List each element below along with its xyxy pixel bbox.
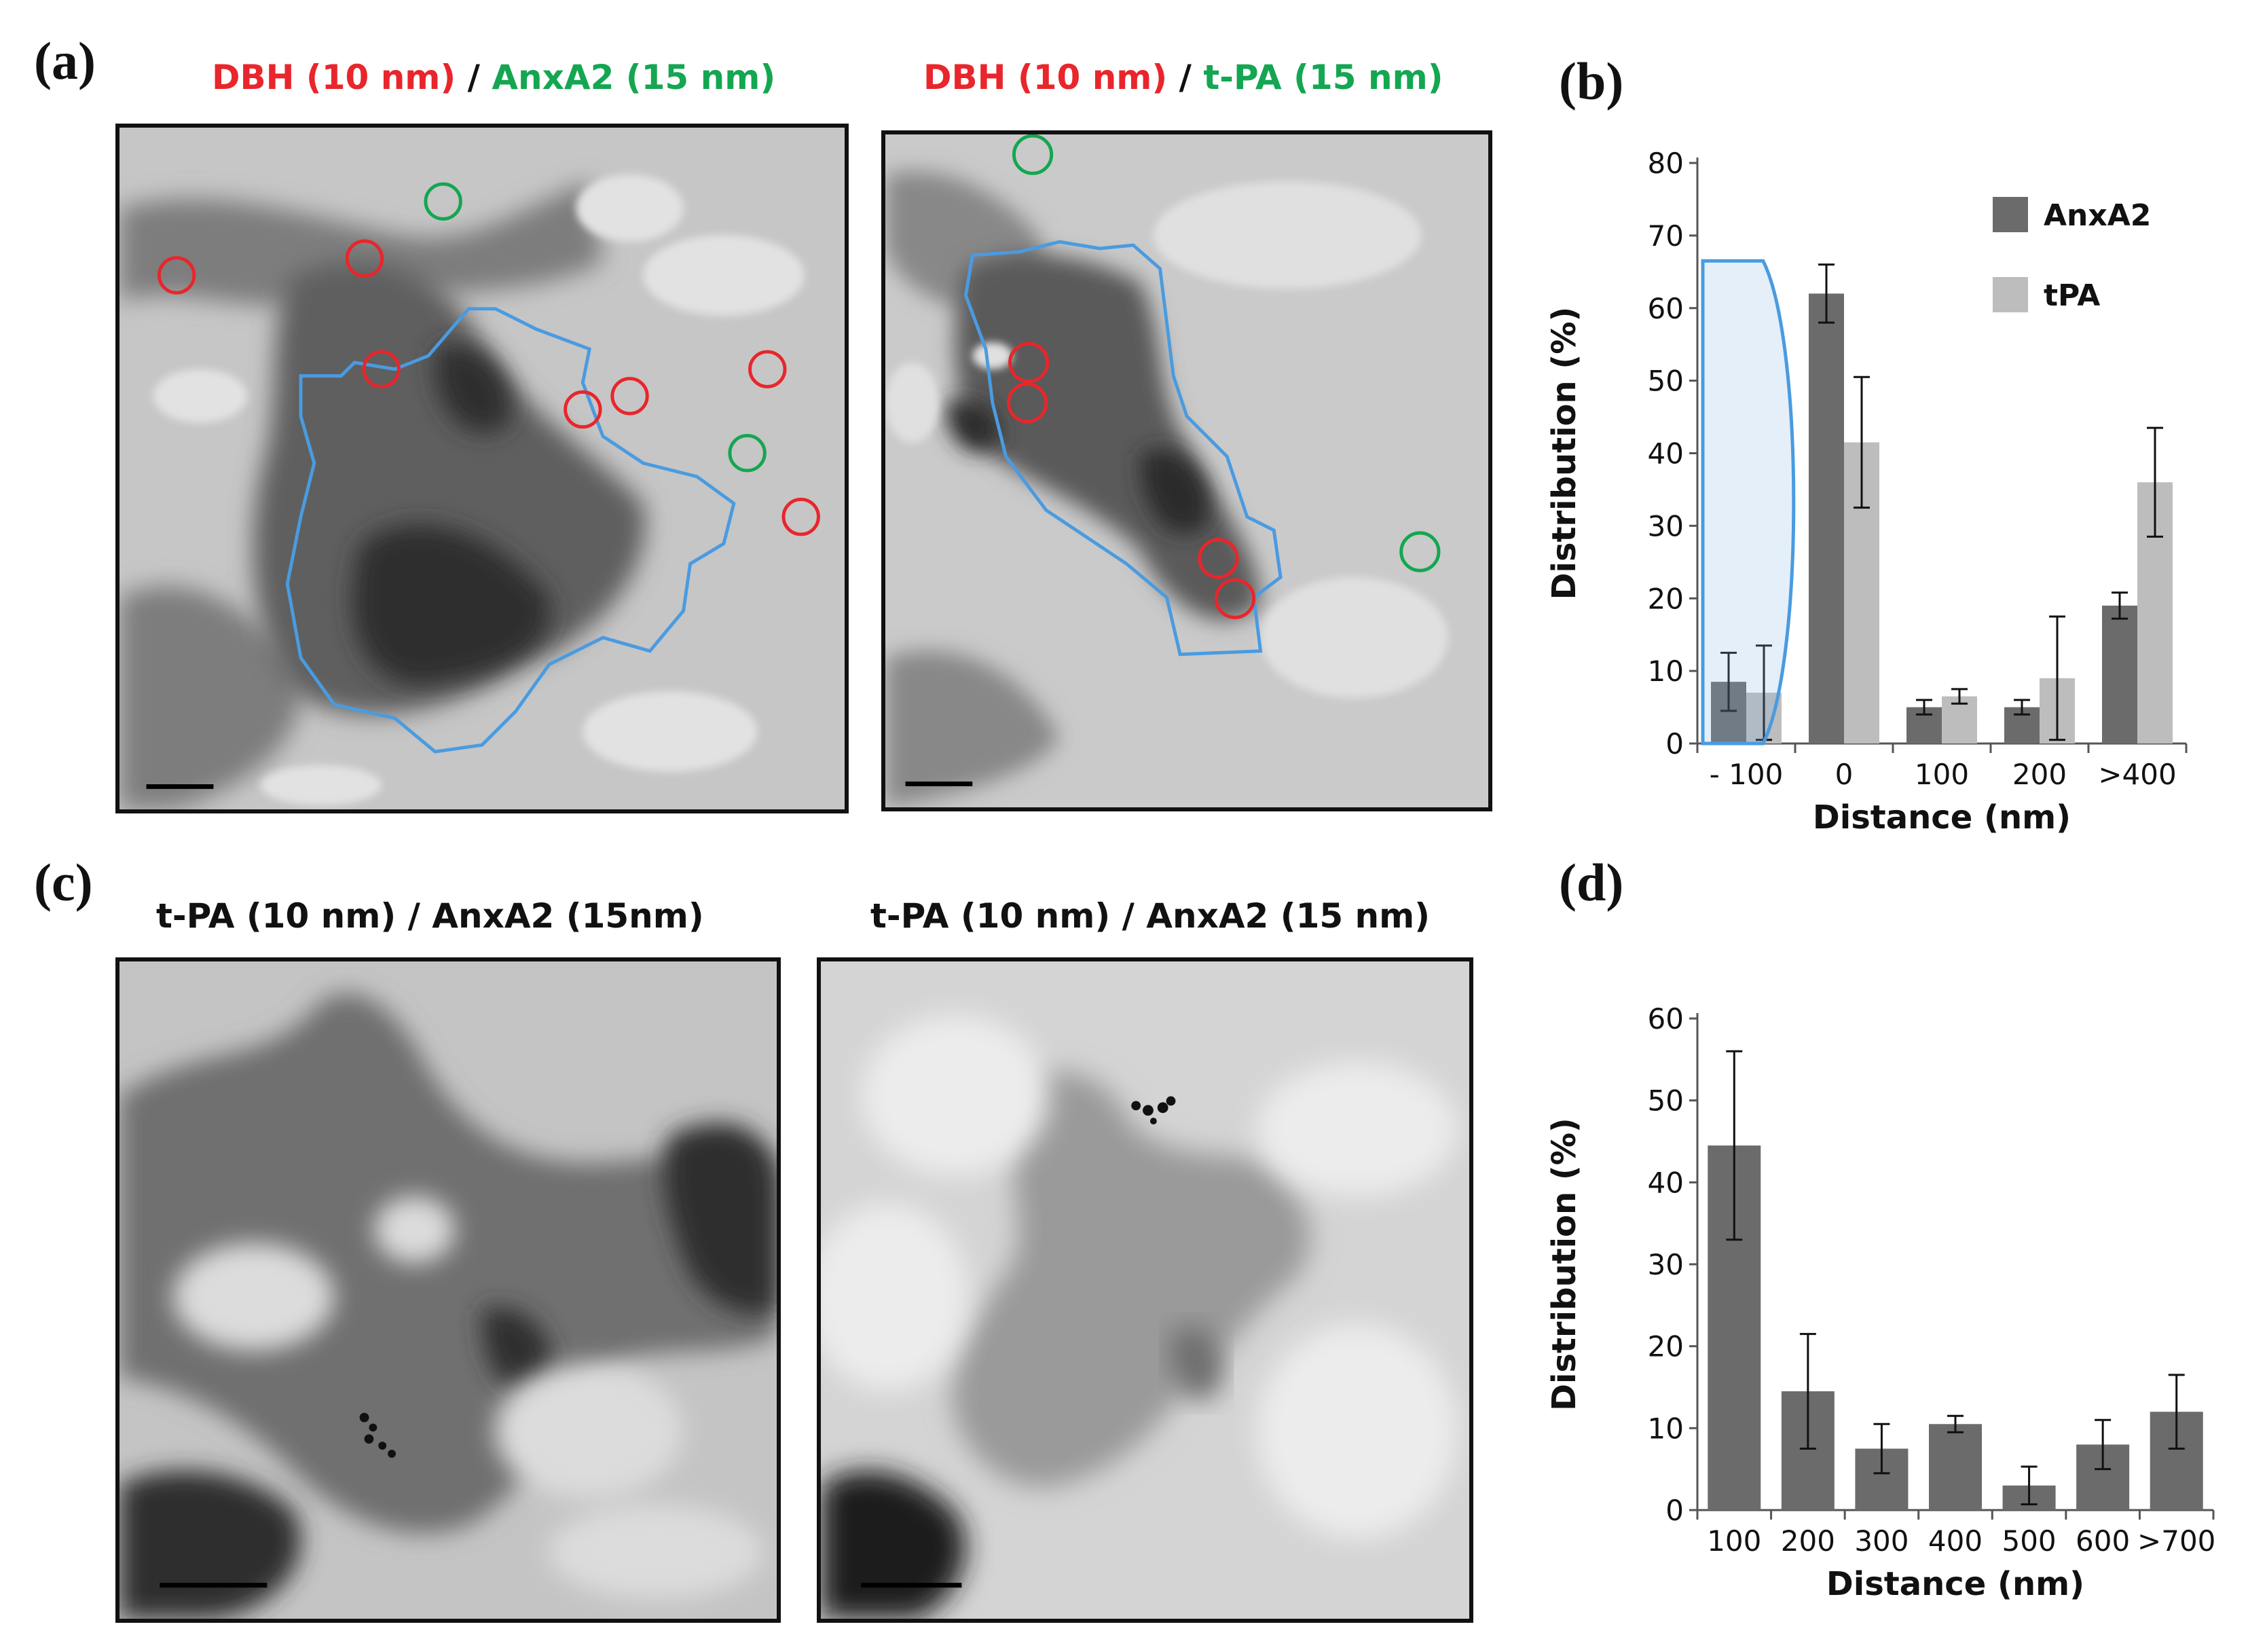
- y-tick-label: 10: [1648, 655, 1684, 688]
- panel-a-left-caption: DBH (10 nm) / AnxA2 (15 nm): [212, 58, 775, 97]
- dbh-particle-circle: [362, 350, 401, 388]
- dbh-particle-circle: [157, 256, 196, 295]
- dbh-label: DBH (10 nm): [212, 58, 456, 97]
- x-tick-label: >400: [2098, 758, 2176, 791]
- x-axis-title: Distance (nm): [1813, 799, 2071, 837]
- micrograph-a-right: [881, 130, 1492, 811]
- x-axis-title: Distance (nm): [1826, 1565, 2084, 1603]
- legend-label-tpa: tPA: [2044, 278, 2100, 313]
- dbh-particle-circle: [1007, 382, 1048, 424]
- dbh-label: DBH (10 nm): [923, 58, 1168, 97]
- x-tick-label: 100: [1915, 758, 1969, 791]
- panel-a-letter: (a): [34, 31, 96, 90]
- region-outline: [285, 307, 736, 754]
- legend-label-anxa2: AnxA2: [2044, 198, 2151, 233]
- panel-a-right-caption: DBH (10 nm) / t-PA (15 nm): [923, 58, 1443, 97]
- tpa-particle-circle: [1012, 134, 1054, 175]
- dbh-particle-circle: [610, 377, 649, 416]
- highlight-region: [1701, 259, 1796, 746]
- y-tick-label: 80: [1648, 147, 1684, 180]
- dbh-particle-circle: [1008, 342, 1050, 384]
- y-tick-label: 60: [1648, 292, 1684, 325]
- y-tick-label: 0: [1665, 727, 1684, 760]
- chart-b: 0 10 20 30 40 50 60 70 80 - 100 0 100 200 >400 Distanc…: [1545, 147, 2188, 837]
- micrograph-c-right: [817, 957, 1473, 1623]
- panel-c-left-caption: t-PA (10 nm) / AnxA2 (15nm): [156, 896, 704, 936]
- y-tick-label: 40: [1648, 1166, 1684, 1199]
- x-tick-label: 500: [2002, 1524, 2056, 1558]
- x-tick-label: 100: [1707, 1524, 1761, 1558]
- dbh-particle-circle: [1198, 538, 1239, 579]
- y-tick-label: 20: [1648, 582, 1684, 615]
- panel-b-letter: (b): [1559, 52, 1624, 111]
- y-tick-label: 70: [1648, 219, 1684, 253]
- caption-separator: /: [456, 58, 492, 97]
- bar-value: [1929, 1424, 1982, 1510]
- dbh-particle-circle: [748, 350, 787, 388]
- anxa2-particle-circle: [728, 434, 767, 473]
- x-tick-label: 0: [1835, 758, 1854, 791]
- y-tick-label: 60: [1648, 1002, 1684, 1035]
- region-outline: [963, 240, 1283, 657]
- legend-swatch-anxa2: [1993, 197, 2028, 232]
- y-tick-label: 40: [1648, 437, 1684, 471]
- panel-c-letter: (c): [34, 853, 93, 912]
- dbh-particle-circle: [345, 239, 384, 278]
- tpa-label: t-PA (15 nm): [1203, 58, 1443, 97]
- anxa2-particle-circle: [424, 182, 462, 221]
- legend-swatch-tpa: [1993, 277, 2028, 312]
- bar-anxa2: [1809, 293, 1844, 744]
- dbh-particle-circle: [564, 390, 602, 429]
- bar-anxa2: [2102, 605, 2137, 744]
- dbh-particle-circle: [1214, 578, 1256, 619]
- x-tick-label: >700: [2137, 1524, 2215, 1558]
- y-tick-label: 30: [1648, 509, 1684, 543]
- y-axis-title: Distribution (%): [1545, 307, 1583, 600]
- panel-d-letter: (d): [1559, 853, 1624, 912]
- y-axis-title: Distribution (%): [1545, 1118, 1583, 1411]
- anxa2-label: AnxA2 (15 nm): [492, 58, 776, 97]
- x-tick-label: - 100: [1710, 758, 1784, 791]
- y-tick-label: 50: [1648, 365, 1684, 398]
- y-tick-label: 30: [1648, 1248, 1684, 1281]
- micrograph-c-left: [115, 957, 781, 1623]
- chart-d: 0 10 20 30 40 50 60 100 200 300 400 500 600 >700 Dista…: [1545, 1002, 2215, 1603]
- x-tick-label: 300: [1854, 1524, 1909, 1558]
- micrograph-a-left: [115, 124, 849, 813]
- tpa-particle-circle: [1399, 531, 1441, 572]
- panel-c-right-caption: t-PA (10 nm) / AnxA2 (15 nm): [870, 896, 1431, 936]
- dbh-particle-circle: [781, 497, 820, 536]
- y-tick-label: 50: [1648, 1084, 1684, 1118]
- caption-separator: /: [1167, 58, 1204, 97]
- x-tick-label: 600: [2076, 1524, 2130, 1558]
- x-tick-label: 200: [2012, 758, 2067, 791]
- y-tick-label: 10: [1648, 1412, 1684, 1445]
- x-tick-label: 400: [1928, 1524, 1983, 1558]
- y-tick-label: 20: [1648, 1330, 1684, 1363]
- x-tick-label: 200: [1781, 1524, 1835, 1558]
- y-tick-label: 0: [1665, 1494, 1684, 1527]
